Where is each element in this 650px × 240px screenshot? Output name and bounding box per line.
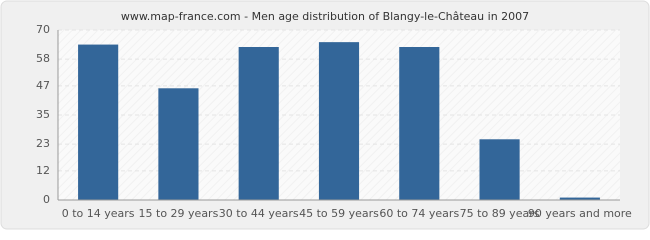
bar xyxy=(318,42,360,201)
y-tick-label: 12 xyxy=(36,164,50,177)
bar xyxy=(399,47,440,200)
x-tick-label: 60 to 74 years xyxy=(379,207,459,220)
bar xyxy=(78,44,119,201)
bar xyxy=(479,139,520,200)
x-tick-label: 0 to 14 years xyxy=(62,207,135,220)
x-tick-label: 30 to 44 years xyxy=(219,207,299,220)
y-tick-label: 70 xyxy=(36,23,50,36)
bar xyxy=(238,47,279,200)
x-tick-label: 45 to 59 years xyxy=(299,207,379,220)
x-tick-label: 15 to 29 years xyxy=(139,207,219,220)
y-tick-label: 35 xyxy=(36,108,50,121)
x-tick-label: 90 years and more xyxy=(528,207,632,220)
bar xyxy=(158,88,199,200)
bar xyxy=(559,197,600,200)
chart-title: www.map-france.com - Men age distributio… xyxy=(121,10,529,23)
y-tick-label: 23 xyxy=(36,137,50,150)
y-tick-label: 58 xyxy=(36,52,50,65)
y-tick-label: 0 xyxy=(43,193,50,206)
x-tick-label: 75 to 89 years xyxy=(460,207,540,220)
chart: www.map-france.com - Men age distributio… xyxy=(0,0,650,230)
y-tick-label: 47 xyxy=(36,79,50,92)
